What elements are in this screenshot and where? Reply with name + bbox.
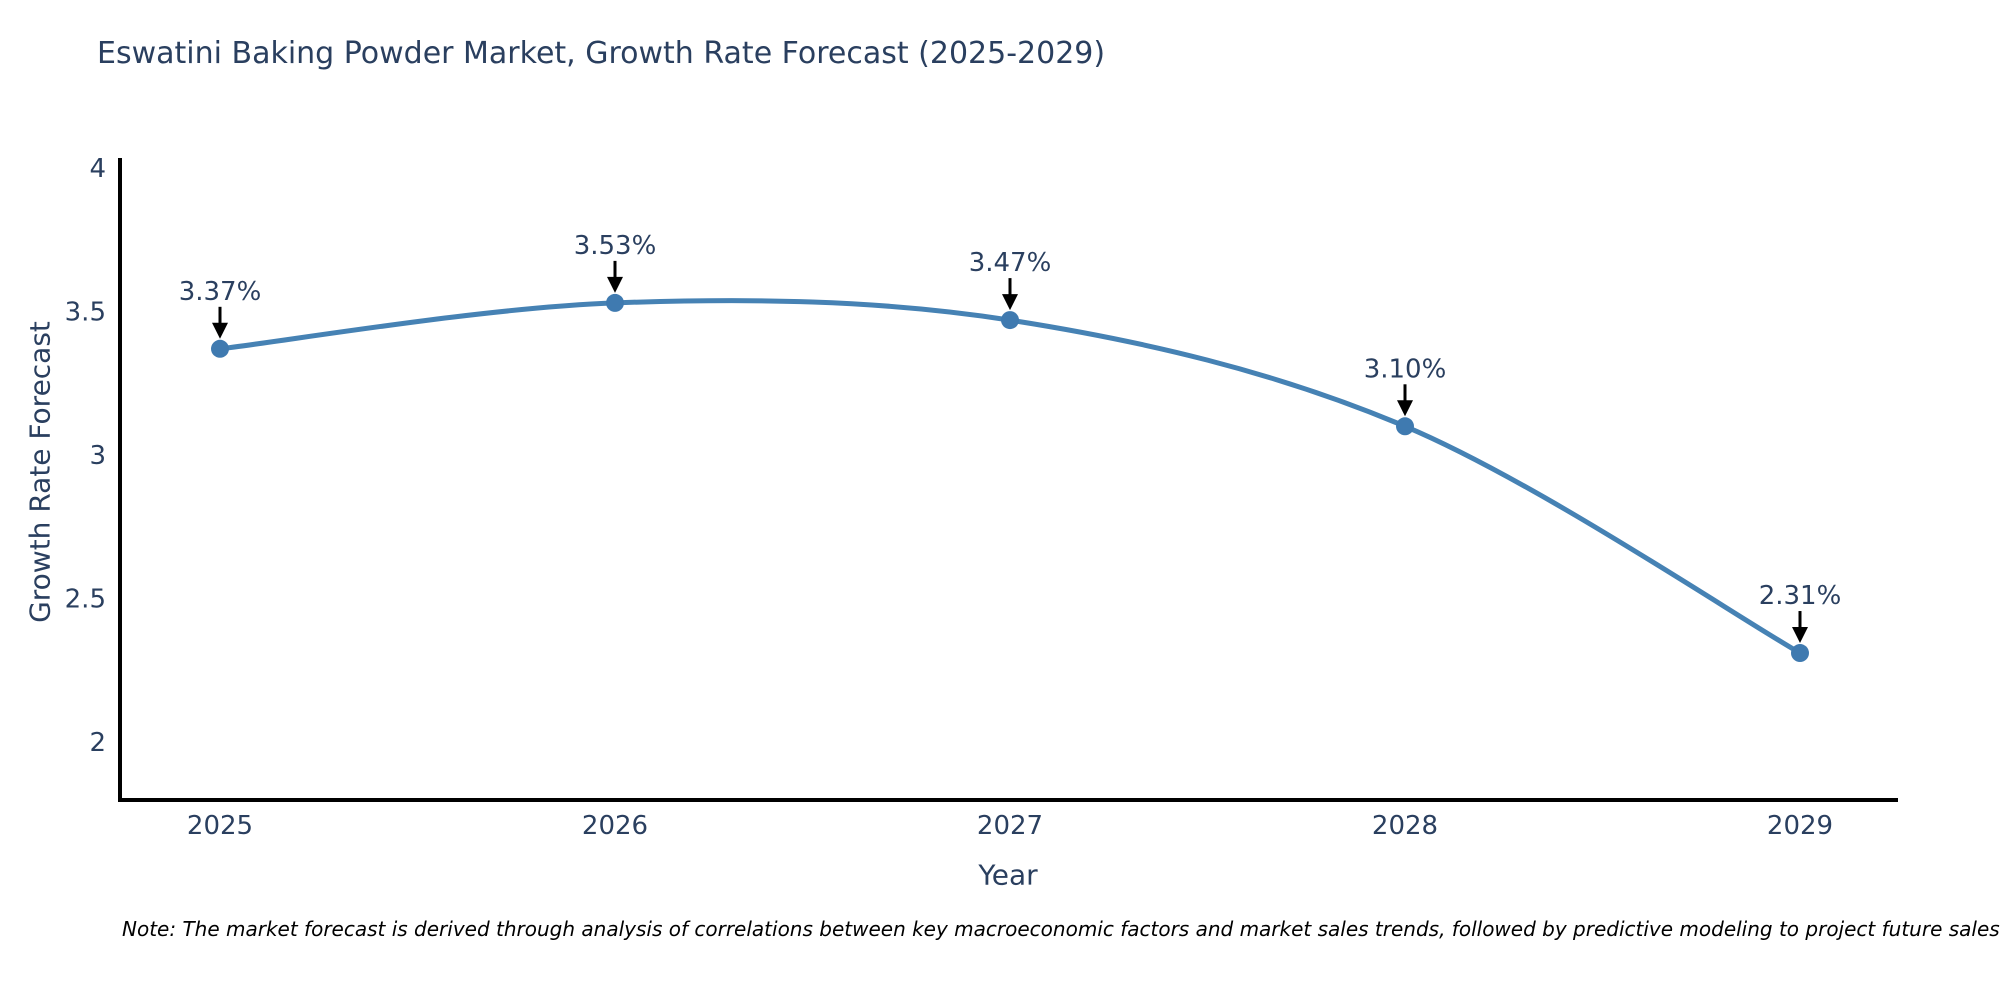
chart-title: Eswatini Baking Powder Market, Growth Ra… [97, 36, 1106, 71]
data-point-marker[interactable] [1001, 311, 1019, 330]
y-tick-label: 4 [89, 154, 106, 184]
annotation-arrowhead-icon [1397, 400, 1413, 417]
x-axis-title: Year [978, 858, 1038, 892]
data-point-label: 3.47% [969, 248, 1052, 278]
data-point-label: 2.31% [1759, 581, 1842, 611]
y-tick-label: 3 [89, 441, 106, 471]
data-point-marker[interactable] [211, 339, 229, 358]
y-tick-label: 2.5 [65, 585, 106, 615]
data-point-label: 3.10% [1364, 354, 1447, 384]
x-tick-label: 2026 [582, 811, 648, 841]
forecast-line [219, 298, 1802, 656]
annotation-arrowhead-icon [1002, 294, 1018, 311]
y-tick-label: 2 [89, 728, 106, 758]
data-point-marker[interactable] [606, 293, 624, 312]
data-point-marker[interactable] [1791, 644, 1809, 663]
x-tick-label: 2029 [1767, 811, 1833, 841]
annotation-arrowhead-icon [212, 322, 228, 339]
annotation-arrowhead-icon [1792, 627, 1808, 644]
data-point-label: 3.37% [179, 277, 262, 307]
data-point-marker[interactable] [1396, 417, 1414, 436]
data-point-label: 3.53% [574, 231, 657, 261]
x-tick-label: 2025 [187, 811, 253, 841]
footnote: Note: The market forecast is derived thr… [122, 917, 2000, 941]
x-tick-label: 2027 [977, 811, 1043, 841]
annotation-arrowhead-icon [607, 276, 623, 293]
y-tick-label: 3.5 [65, 298, 106, 328]
x-tick-label: 2028 [1372, 811, 1438, 841]
